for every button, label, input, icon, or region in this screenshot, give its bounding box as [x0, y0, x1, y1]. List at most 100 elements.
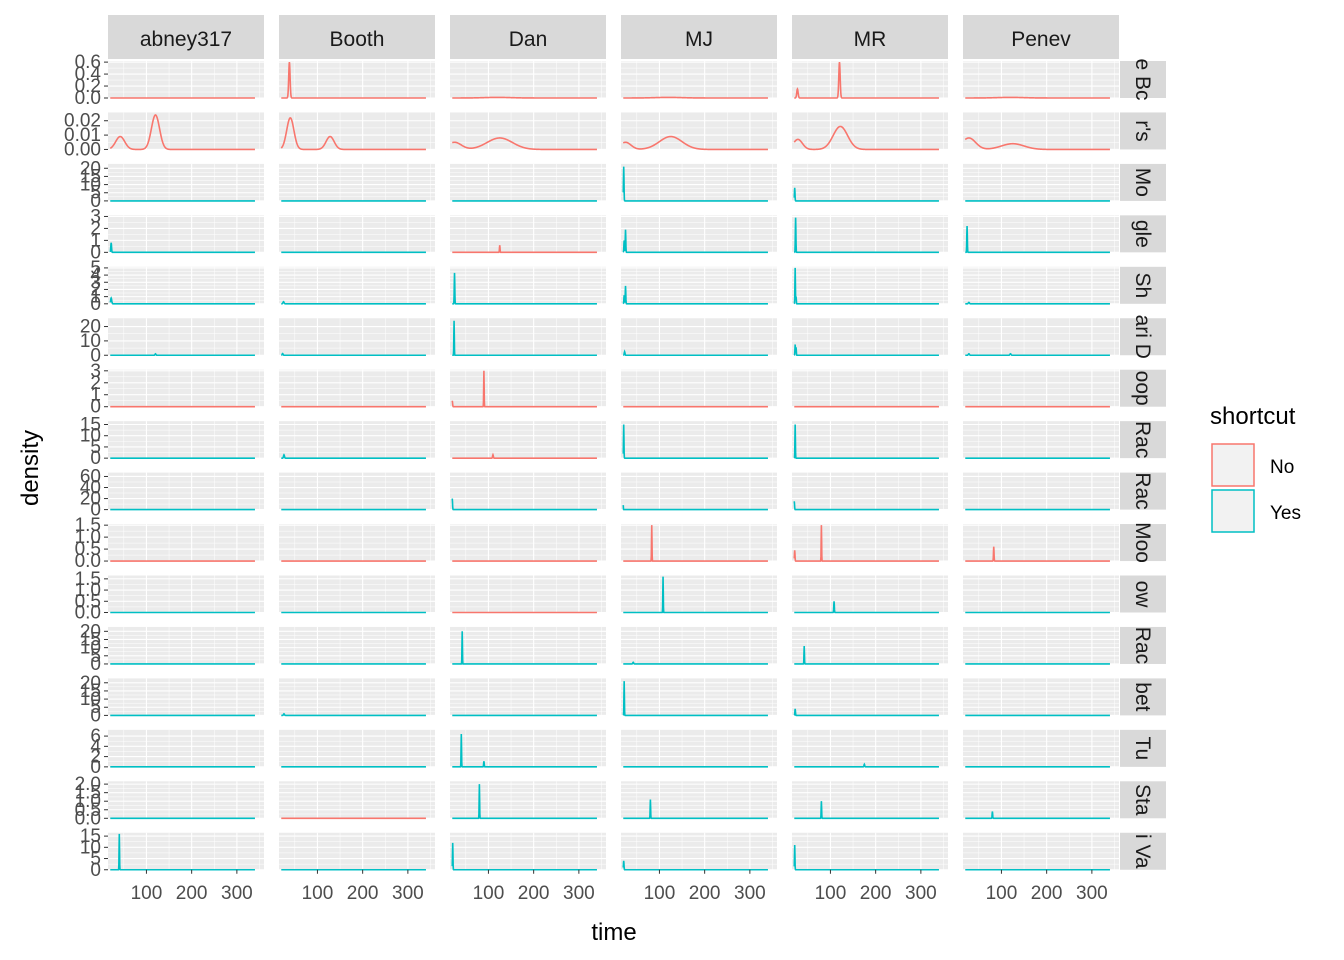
panel-background: [963, 421, 1119, 459]
panel-abney317-row-13: [108, 729, 264, 768]
y-tick-label: 0.00: [64, 139, 101, 160]
row-strip-label: r's: [1131, 120, 1154, 142]
panel-background: [621, 421, 777, 459]
y-tick-label: 1.5: [75, 569, 101, 590]
y-tick-label: 1: [90, 230, 101, 251]
panel-abney317-row-8: [108, 472, 264, 511]
panel-background: [108, 626, 264, 664]
panel-background: [279, 318, 435, 356]
density-curve-no: [452, 245, 597, 254]
row-strip-8: [1120, 472, 1166, 510]
row-strip-12: [1120, 678, 1166, 716]
panel-booth-row-11: [279, 626, 435, 665]
panel-background: [450, 112, 606, 150]
panel-background: [279, 781, 435, 819]
legend-title: shortcut: [1210, 403, 1296, 430]
panel-penev-row-2: [963, 163, 1119, 202]
x-tick-label: 200: [518, 883, 550, 904]
panel-mj-row-5: [621, 318, 777, 357]
density-curve-yes: [110, 352, 255, 357]
y-tick-label: 3: [90, 272, 101, 293]
panel-dan-row-6: [450, 369, 606, 408]
y-tick-label: 0.5: [75, 539, 101, 560]
panel-background: [963, 575, 1119, 613]
panel-background: [963, 163, 1119, 201]
panel-dan-row-7: [450, 421, 606, 459]
panel-background: [450, 163, 606, 201]
x-tick-label: 100: [302, 883, 334, 904]
density-curve-no: [452, 452, 597, 459]
panel-background: [792, 575, 948, 613]
panel-mj-row-8: [621, 472, 777, 511]
panel-mr-row-4: [792, 266, 948, 305]
panel-background: [792, 678, 948, 716]
x-tick-label: 300: [563, 883, 595, 904]
panel-background: [279, 61, 435, 98]
panel-penev-row-13: [963, 729, 1119, 768]
row-strip-label: oop: [1131, 371, 1154, 406]
panel-dan-row-15: [450, 832, 606, 871]
density-curve-yes: [622, 285, 768, 305]
panel-mr-row-6: [792, 369, 948, 408]
panel-background: [621, 472, 777, 510]
panel-background: [963, 524, 1119, 562]
y-tick-label: 2: [90, 218, 101, 239]
panel-background: [792, 524, 948, 562]
panel-background: [963, 318, 1119, 356]
panel-background: [792, 61, 948, 98]
row-strip-label: i Va: [1131, 834, 1154, 869]
row-strip-label: Sh: [1131, 272, 1154, 298]
panel-abney317-row-4: [108, 266, 264, 305]
panel-penev-row-15: [963, 832, 1119, 871]
legend-key-no-box: [1211, 443, 1255, 487]
column-strip-label: Penev: [1011, 28, 1071, 51]
panel-booth-row-5: [279, 318, 435, 357]
y-tick-label: 0.0: [75, 551, 101, 572]
panel-mr-row-3: [792, 215, 948, 254]
panel-background: [279, 266, 435, 304]
panel-mr-row-12: [792, 678, 948, 717]
row-strip-label: Sta: [1131, 784, 1154, 816]
panel-background: [450, 318, 606, 356]
density-curve-yes: [109, 296, 255, 305]
density-curve-yes: [793, 344, 939, 357]
density-curve-no: [452, 96, 597, 99]
panel-penev-row-8: [963, 472, 1119, 511]
y-tick-label: 0.01: [64, 125, 101, 146]
density-curve-no: [623, 525, 768, 562]
panel-booth-row-13: [279, 729, 435, 768]
panel-background: [450, 781, 606, 819]
panel-dan-row-14: [450, 781, 606, 820]
panel-background: [108, 215, 264, 253]
panel-background: [108, 266, 264, 304]
panel-penev-row-11: [963, 626, 1119, 665]
panel-background: [108, 678, 264, 716]
row-strip-7: [1120, 421, 1166, 459]
row-strip-label: Rac: [1131, 627, 1154, 664]
row-strip-5: [1120, 318, 1166, 356]
panel-background: [621, 729, 777, 767]
y-tick-label: 20: [80, 621, 101, 642]
panel-background: [792, 626, 948, 664]
row-strip-label: bet: [1131, 682, 1154, 711]
panel-background: [621, 678, 777, 716]
x-axis-title: time: [591, 919, 636, 946]
x-tick-label: 200: [860, 883, 892, 904]
column-strip-penev: [963, 15, 1119, 59]
panel-mj-row-13: [621, 729, 777, 768]
density-curve-yes: [622, 860, 768, 871]
panel-layer: [108, 61, 1119, 871]
panel-background: [450, 421, 606, 459]
row-strip-4: [1120, 266, 1166, 304]
panel-background: [108, 472, 264, 510]
panel-mj-row-0: [621, 61, 777, 99]
column-strip-booth: [279, 15, 435, 59]
panel-background: [108, 781, 264, 819]
density-curve-yes: [281, 352, 426, 357]
density-curve-yes: [281, 453, 426, 459]
y-tick-label: 1: [90, 385, 101, 406]
y-tick-label: 10: [80, 175, 101, 196]
panel-dan-row-4: [450, 266, 606, 305]
y-tick-label: 10: [80, 837, 101, 858]
x-tick-label: 100: [644, 883, 676, 904]
